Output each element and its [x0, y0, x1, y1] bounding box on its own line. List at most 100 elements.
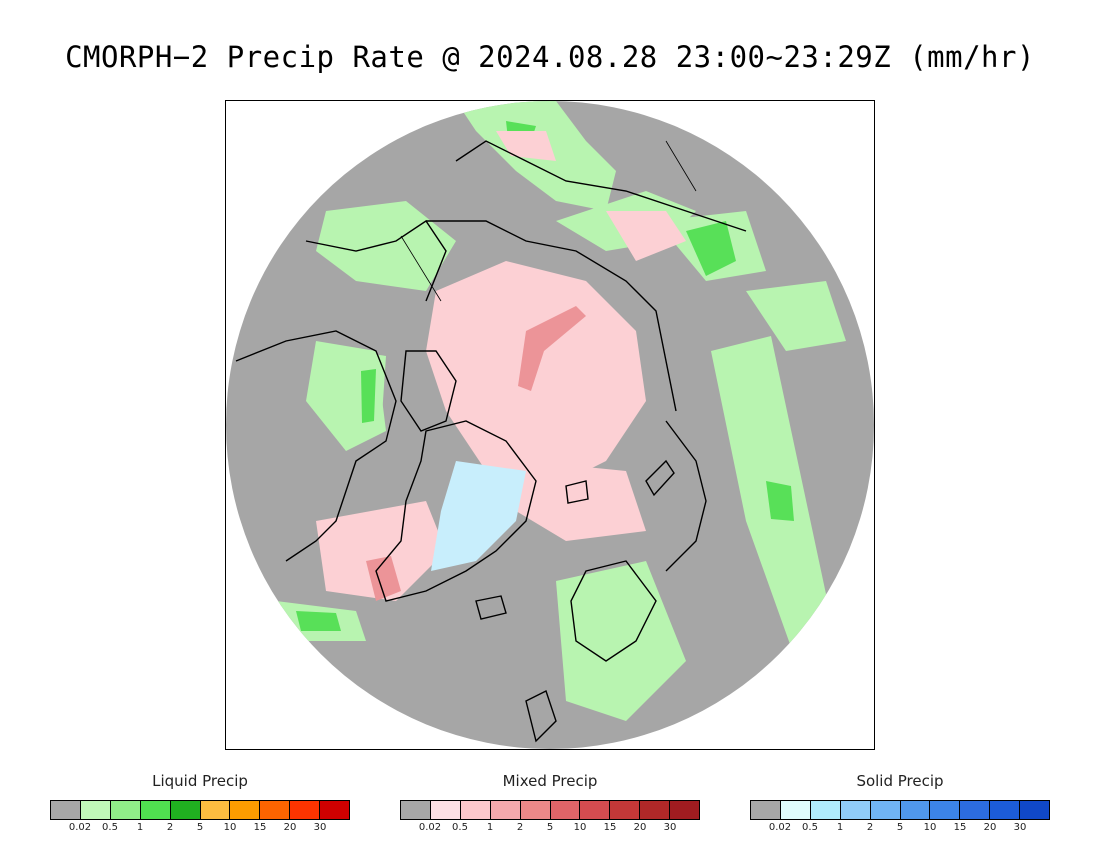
legend-tick-label: 20	[983, 822, 997, 833]
legend-tick-label: 1	[836, 822, 844, 833]
coastline-novaya-zemlya	[645, 459, 675, 497]
legend-swatch	[401, 801, 431, 819]
legend-tick-label: 5	[896, 822, 904, 833]
legend-tick-label: 0.02	[768, 822, 792, 833]
legend-swatch	[580, 801, 611, 819]
map-frame	[225, 100, 875, 750]
solid-precip-areas	[431, 461, 526, 571]
legend-tick-label: 30	[313, 822, 327, 833]
legend-tick-label: 2	[516, 822, 524, 833]
legend-tick-label: 0.5	[802, 822, 818, 833]
legend-swatch	[780, 801, 811, 819]
legend-swatch	[260, 801, 291, 819]
legend-swatch	[51, 801, 81, 819]
legend-title: Mixed Precip	[502, 772, 598, 790]
coastline-svalbard	[565, 480, 589, 504]
legend-tick-label: 5	[196, 822, 204, 833]
legend-swatch	[751, 801, 781, 819]
legend-tick-label: 0.02	[418, 822, 442, 833]
legend-swatch	[430, 801, 461, 819]
legend-tick-label: 0.5	[452, 822, 468, 833]
legend-swatch	[960, 801, 991, 819]
legend-tick-label: 0.5	[102, 822, 118, 833]
legend-ticks: 0.02 0.5 1 2 5 10 15 20 30	[750, 822, 1050, 836]
solid-area-greenland	[431, 461, 526, 571]
legend-swatch	[460, 801, 491, 819]
border-alaska-canada	[400, 235, 442, 302]
legend-ticks: 0.02 0.5 1 2 5 10 15 20 30	[50, 822, 350, 836]
mixed-moderate-greenland	[366, 556, 401, 601]
legend-swatches	[750, 800, 1050, 820]
liquid-moderate-atlantic	[296, 611, 341, 631]
legend-swatch	[490, 801, 521, 819]
polar-precip-map	[226, 101, 874, 749]
legend-ticks: 0.02 0.5 1 2 5 10 15 20 30	[400, 822, 700, 836]
legend-tick-label: 2	[166, 822, 174, 833]
legend-title: Solid Precip	[856, 772, 944, 790]
liquid-moderate-russia	[766, 481, 794, 521]
legend-swatch	[840, 801, 871, 819]
legend-tick-label: 15	[953, 822, 967, 833]
legend-swatch	[810, 801, 841, 819]
legend-swatch	[110, 801, 141, 819]
liquid-area-scandinavia	[556, 561, 686, 721]
legend-swatch	[550, 801, 581, 819]
legend-liquid-precip: Liquid Precip 0.02 0.5 1 2 5 10 15 20 30	[50, 772, 350, 837]
legend-tick-label: 10	[573, 822, 587, 833]
legend-swatch	[230, 801, 261, 819]
legend-swatch	[320, 801, 350, 819]
legend-swatch	[140, 801, 171, 819]
legend-tick-label: 10	[923, 822, 937, 833]
legend-tick-label: 15	[253, 822, 267, 833]
legend-swatch	[80, 801, 111, 819]
coastline-greenland	[375, 420, 537, 602]
liquid-area-urals	[746, 281, 846, 351]
mixed-precip-moderate	[366, 306, 586, 601]
coastline-siberia	[426, 220, 677, 412]
legend-swatch	[200, 801, 231, 819]
legend-swatch	[900, 801, 931, 819]
coastline-iceland	[475, 595, 507, 620]
mixed-area-arctic-ocean	[426, 261, 646, 491]
legend-tick-label: 2	[866, 822, 874, 833]
legend-tick-label: 1	[486, 822, 494, 833]
legend-tick-label: 15	[603, 822, 617, 833]
mixed-area-greenland-south	[316, 501, 446, 601]
coastline-canada-mainland	[235, 330, 397, 562]
coastline-russia-arctic	[665, 420, 707, 572]
coastline-canadian-archipelago	[400, 350, 457, 432]
legend-swatch	[170, 801, 201, 819]
borders	[400, 140, 697, 302]
coastline-scandinavia	[570, 560, 657, 662]
border-russia-east	[665, 140, 697, 192]
legend-swatch	[670, 801, 700, 819]
coastline-alaska	[305, 220, 447, 302]
legend-tick-label: 5	[546, 822, 554, 833]
mixed-moderate-streak	[518, 306, 586, 391]
liquid-moderate-hudson	[361, 369, 376, 423]
legend-swatches	[400, 800, 700, 820]
map-title: CMORPH−2 Precip Rate @ 2024.08.28 23:00~…	[65, 40, 1035, 74]
coastline-east-siberia	[455, 140, 747, 232]
legend-swatch	[990, 801, 1021, 819]
legend-swatch	[610, 801, 641, 819]
legend-tick-label: 30	[663, 822, 677, 833]
legend-tick-label: 10	[223, 822, 237, 833]
legend-tick-label: 1	[136, 822, 144, 833]
legend-tick-label: 0.02	[68, 822, 92, 833]
legend-swatch	[290, 801, 321, 819]
legend-solid-precip: Solid Precip 0.02 0.5 1 2 5 10 15 20 30	[750, 772, 1050, 837]
legend-tick-label: 20	[283, 822, 297, 833]
legend-tick-label: 30	[1013, 822, 1027, 833]
legend-swatch	[870, 801, 901, 819]
legend-swatch	[930, 801, 961, 819]
liquid-moderate-siberia-east	[686, 221, 736, 276]
legend-title: Liquid Precip	[152, 772, 248, 790]
legend-swatch	[1020, 801, 1050, 819]
mixed-area-north-siberia	[606, 211, 686, 261]
legend-swatch	[520, 801, 551, 819]
coastline-uk	[525, 690, 557, 743]
precip-layer	[235, 101, 846, 743]
legend-mixed-precip: Mixed Precip 0.02 0.5 1 2 5 10 15 20 30	[400, 772, 700, 837]
